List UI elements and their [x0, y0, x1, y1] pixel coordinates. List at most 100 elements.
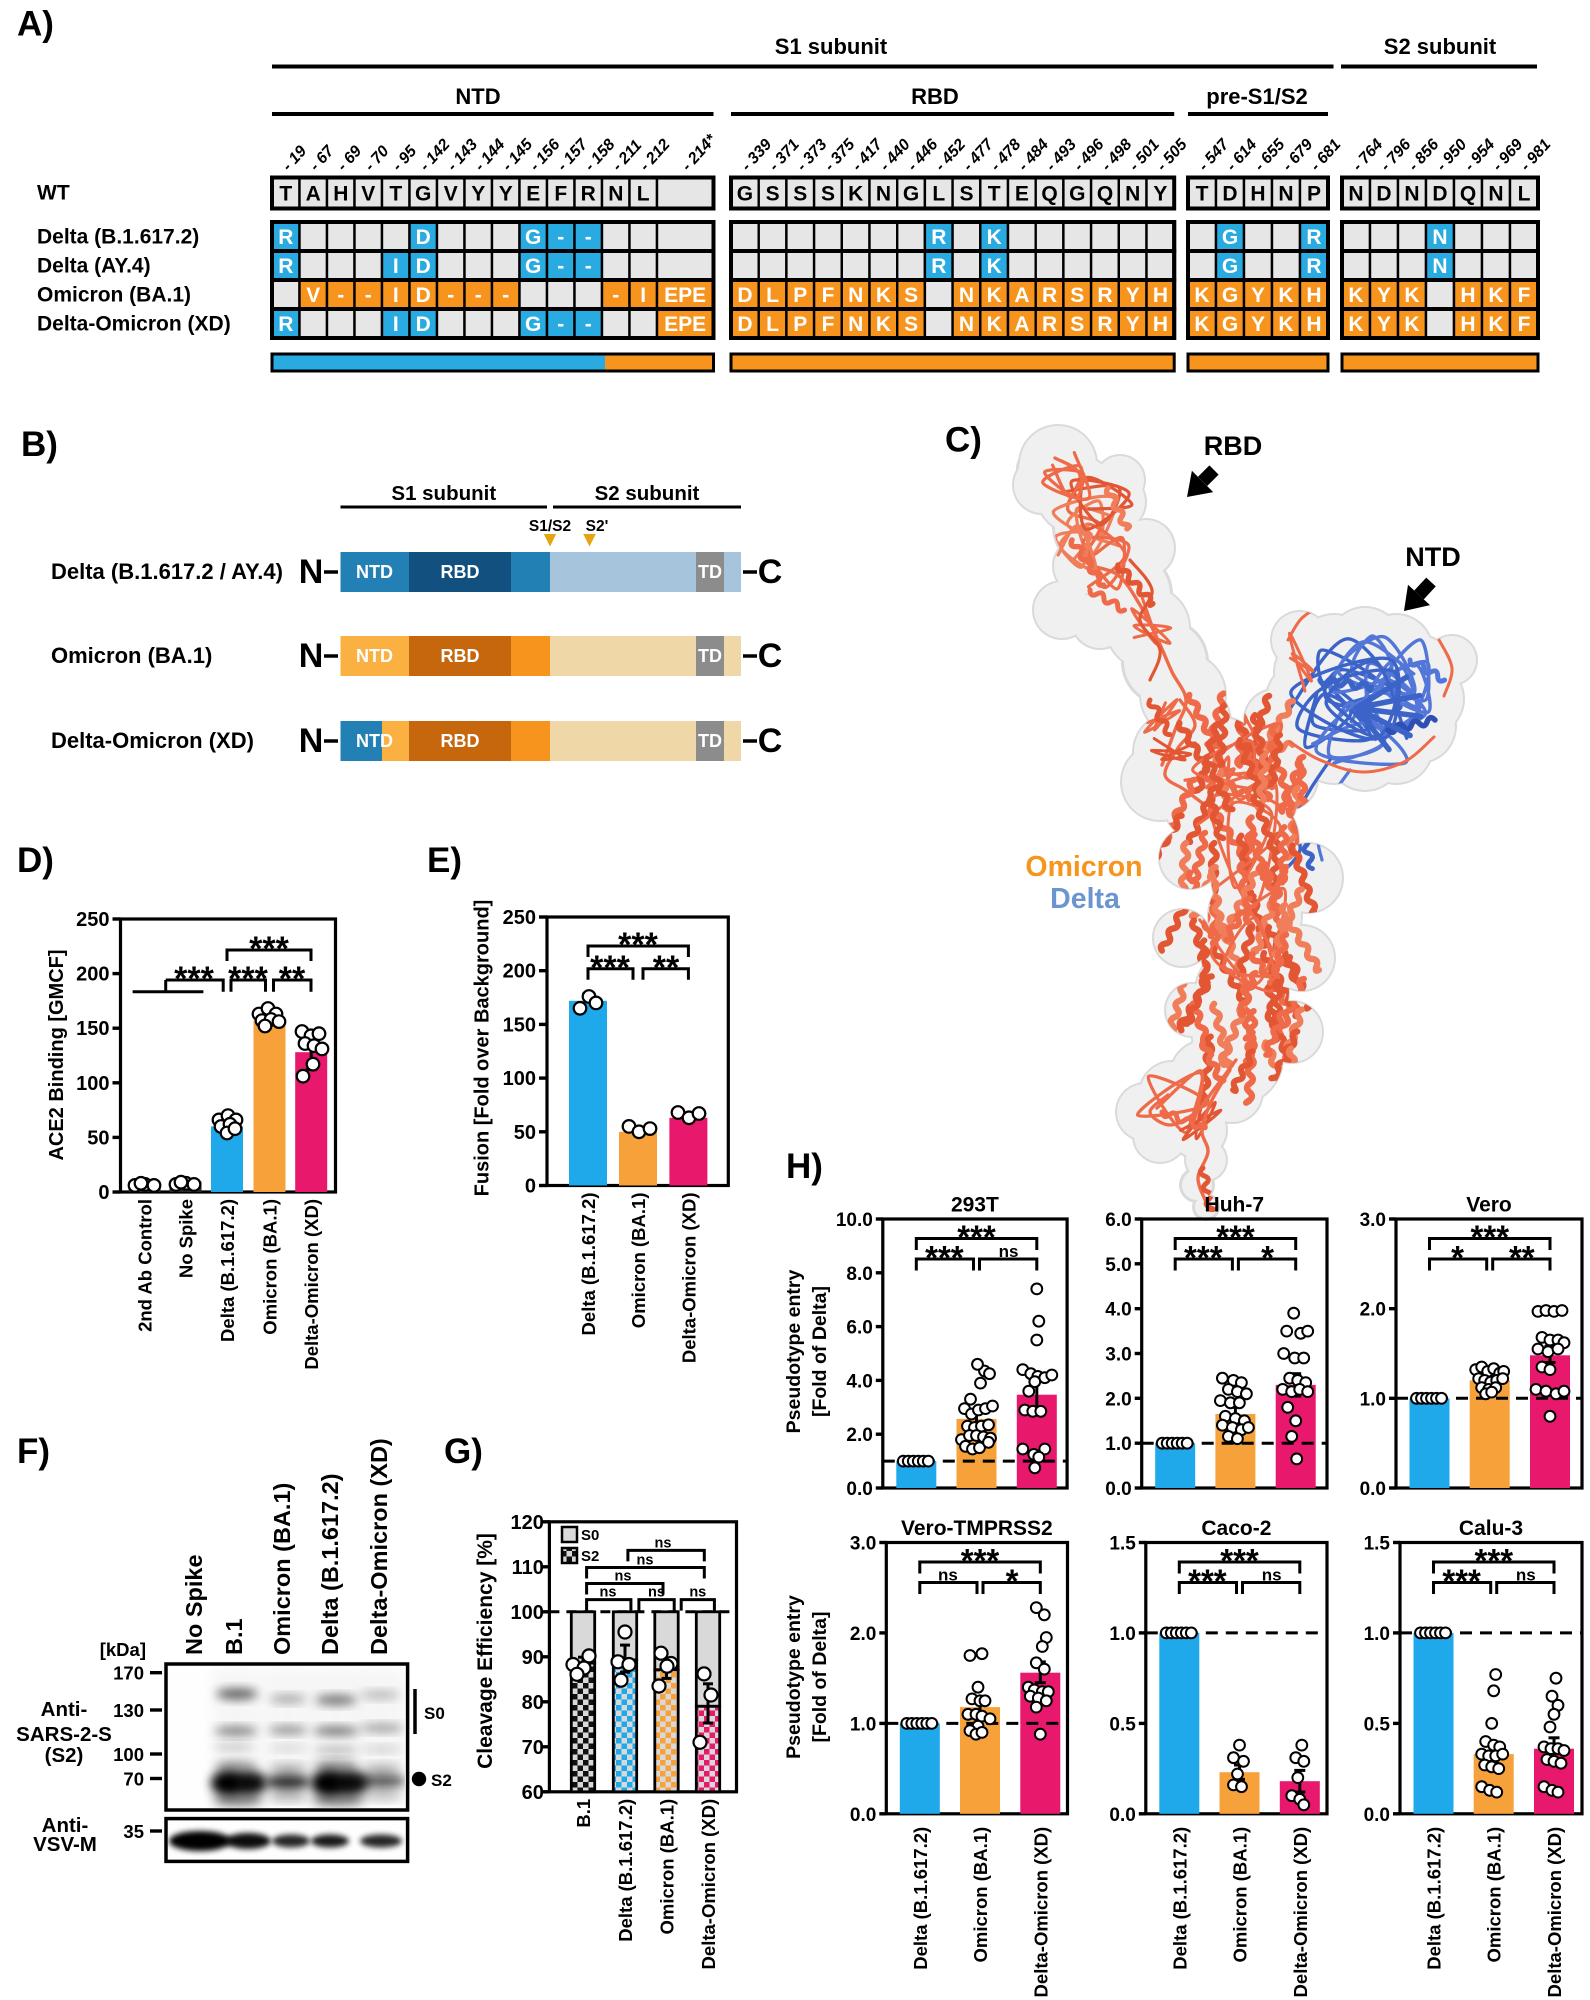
svg-text:Fusion [Fold over Background]: Fusion [Fold over Background]: [472, 900, 494, 1197]
svg-text:N: N: [848, 313, 863, 336]
svg-text:R: R: [278, 226, 293, 249]
svg-text:RBD: RBD: [441, 562, 480, 582]
svg-text:***: ***: [1475, 1542, 1514, 1579]
svg-text:ACE2 Binding [GMCF]: ACE2 Binding [GMCF]: [46, 949, 68, 1160]
svg-text:***: ***: [1188, 1563, 1227, 1600]
svg-text:S1 subunit: S1 subunit: [391, 482, 496, 505]
svg-text:D: D: [1222, 183, 1237, 206]
svg-text:Pseudotype entry: Pseudotype entry: [783, 1595, 805, 1759]
svg-text:Q: Q: [1041, 183, 1057, 206]
svg-text:1.0: 1.0: [1109, 1624, 1135, 1645]
svg-text:L: L: [637, 183, 650, 206]
svg-text:***: ***: [249, 930, 289, 968]
svg-text:(S2): (S2): [45, 1744, 84, 1767]
svg-text:4.0: 4.0: [846, 1371, 872, 1392]
svg-text:S: S: [904, 313, 918, 336]
svg-text:100: 100: [76, 1073, 109, 1095]
svg-text:2.0: 2.0: [850, 1624, 876, 1645]
svg-text:Y: Y: [1251, 313, 1265, 336]
svg-text:Q: Q: [1460, 183, 1476, 206]
svg-text:R: R: [931, 226, 946, 249]
svg-text:***: ***: [1471, 1219, 1510, 1256]
svg-text:Omicron (BA.1): Omicron (BA.1): [37, 284, 191, 307]
svg-text:Delta-Omicron (XD): Delta-Omicron (XD): [301, 1199, 322, 1370]
svg-text:*: *: [1261, 1239, 1274, 1276]
svg-text:R: R: [1042, 284, 1057, 307]
svg-text:I: I: [393, 284, 399, 307]
svg-text:4.0: 4.0: [1105, 1300, 1131, 1321]
svg-text:ns: ns: [637, 1553, 654, 1569]
svg-text:0.5: 0.5: [1364, 1714, 1391, 1735]
svg-text:0.0: 0.0: [1109, 1805, 1135, 1826]
svg-text:K: K: [1194, 284, 1209, 307]
svg-text:Caco-2: Caco-2: [1201, 1517, 1271, 1540]
svg-text:V: V: [306, 284, 320, 307]
svg-text:R: R: [278, 255, 293, 278]
svg-text:K: K: [1404, 313, 1419, 336]
svg-text:ns: ns: [1262, 1566, 1282, 1585]
svg-text:Delta (B.1.617.2): Delta (B.1.617.2): [1424, 1827, 1445, 1970]
svg-text:250: 250: [76, 909, 109, 931]
svg-text:1.0: 1.0: [850, 1714, 876, 1735]
svg-text:-: -: [475, 284, 482, 307]
svg-text:S: S: [793, 183, 807, 206]
svg-text:Q: Q: [1097, 183, 1113, 206]
svg-text:B.1: B.1: [221, 1618, 247, 1655]
svg-text:Omicron (BA.1): Omicron (BA.1): [1230, 1827, 1251, 1963]
svg-text:K: K: [876, 284, 891, 307]
svg-text:60: 60: [522, 1782, 544, 1804]
svg-text:NTD: NTD: [356, 562, 393, 582]
svg-text:H): H): [786, 1147, 823, 1186]
svg-text:RBD: RBD: [1204, 431, 1263, 461]
svg-text:Delta (B.1.617.2): Delta (B.1.617.2): [910, 1827, 931, 1970]
svg-text:100: 100: [511, 1602, 544, 1624]
svg-text:Delta-Omicron (XD): Delta-Omicron (XD): [37, 313, 231, 336]
svg-text:H: H: [1153, 313, 1168, 336]
svg-text:I: I: [640, 284, 646, 307]
svg-text:S0: S0: [424, 1704, 445, 1723]
svg-text:***: ***: [1216, 1219, 1255, 1256]
svg-text:1.5: 1.5: [1364, 1534, 1391, 1555]
svg-text:S: S: [1070, 313, 1084, 336]
svg-text:Delta (B.1.617.2): Delta (B.1.617.2): [217, 1199, 238, 1342]
svg-text:3.0: 3.0: [1360, 1210, 1386, 1231]
svg-text:[Fold of Delta]: [Fold of Delta]: [809, 1611, 831, 1742]
svg-text:Delta-Omicron (XD): Delta-Omicron (XD): [1030, 1827, 1051, 1998]
svg-text:K: K: [1194, 313, 1209, 336]
svg-text:L: L: [932, 183, 945, 206]
svg-text:70: 70: [522, 1737, 544, 1759]
svg-text:NTD: NTD: [1405, 542, 1461, 572]
svg-text:120: 120: [511, 1512, 544, 1534]
svg-text:K: K: [987, 313, 1002, 336]
svg-text:S1/S2: S1/S2: [529, 518, 571, 535]
svg-text:3.0: 3.0: [850, 1534, 876, 1555]
svg-text:0.0: 0.0: [850, 1805, 876, 1826]
svg-text:S2 subunit: S2 subunit: [1384, 34, 1497, 59]
svg-text:K: K: [987, 226, 1002, 249]
svg-text:***: ***: [590, 949, 630, 987]
svg-text:R: R: [1306, 255, 1321, 278]
svg-text:2.0: 2.0: [1105, 1389, 1131, 1410]
svg-text:200: 200: [503, 961, 536, 983]
svg-text:F: F: [822, 313, 835, 336]
svg-text:ns: ns: [689, 1585, 706, 1601]
svg-text:G: G: [903, 183, 919, 206]
svg-text:N: N: [299, 722, 324, 760]
svg-text:L: L: [766, 284, 779, 307]
svg-text:Delta-Omicron (XD): Delta-Omicron (XD): [1544, 1827, 1565, 1998]
svg-text:Y: Y: [1377, 284, 1391, 307]
svg-text:Omicron (BA.1): Omicron (BA.1): [628, 1193, 649, 1329]
svg-text:***: ***: [1442, 1563, 1481, 1600]
svg-text:A: A: [1014, 313, 1029, 336]
svg-text:N: N: [299, 553, 324, 591]
svg-text:Anti-: Anti-: [42, 1814, 89, 1837]
svg-text:70: 70: [123, 1769, 144, 1790]
svg-text:D: D: [416, 284, 431, 307]
svg-text:6.0: 6.0: [846, 1318, 872, 1339]
svg-text:Delta-Omicron (XD): Delta-Omicron (XD): [51, 728, 254, 753]
svg-text:***: ***: [174, 960, 214, 998]
svg-text:C: C: [758, 553, 783, 591]
svg-text:1.5: 1.5: [1109, 1534, 1136, 1555]
svg-text:**: **: [1509, 1239, 1535, 1276]
svg-text:N: N: [959, 313, 974, 336]
